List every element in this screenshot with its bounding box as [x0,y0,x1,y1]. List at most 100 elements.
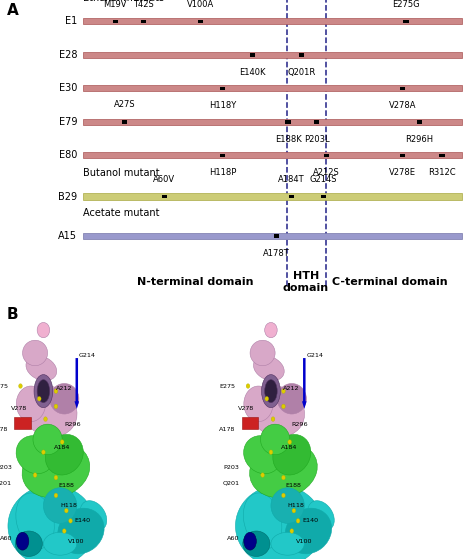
Ellipse shape [54,493,58,498]
Text: B29: B29 [58,192,77,201]
Ellipse shape [292,508,296,513]
Ellipse shape [244,435,282,473]
Bar [321,195,326,198]
Text: G214: G214 [79,353,96,358]
Ellipse shape [277,383,306,414]
Ellipse shape [26,356,57,381]
Ellipse shape [8,485,96,559]
Ellipse shape [16,435,54,473]
Text: A178T: A178T [263,249,290,258]
Bar [324,154,329,157]
Text: R312C: R312C [428,168,456,177]
Ellipse shape [42,450,46,454]
Ellipse shape [288,440,292,444]
Ellipse shape [244,386,273,421]
Ellipse shape [33,424,62,454]
Text: A178: A178 [0,427,8,432]
Bar [274,234,279,238]
Text: A: A [7,3,19,18]
Ellipse shape [236,485,323,559]
Text: V278: V278 [10,406,27,411]
Text: E188: E188 [58,483,74,488]
Bar [285,120,291,124]
Text: V100A: V100A [187,0,214,8]
Ellipse shape [271,532,304,555]
Text: V278E: V278E [389,168,416,177]
Bar [83,52,462,58]
Ellipse shape [250,442,317,498]
Text: E28: E28 [59,50,77,60]
Text: N-terminal domain: N-terminal domain [137,277,253,287]
Ellipse shape [58,508,104,554]
Text: P203L: P203L [304,135,329,144]
Bar [198,20,203,23]
Text: E79: E79 [59,117,77,127]
Ellipse shape [262,375,280,408]
Ellipse shape [243,493,282,549]
Text: Q201: Q201 [0,480,12,485]
Bar [289,195,294,198]
Ellipse shape [244,532,256,550]
Ellipse shape [33,473,37,477]
Text: A178: A178 [219,427,236,432]
Text: H118Y: H118Y [209,101,236,110]
Ellipse shape [69,519,73,523]
Bar [83,233,462,239]
Bar [141,20,146,23]
Ellipse shape [63,529,66,533]
Bar [299,53,304,56]
Text: V100: V100 [68,539,85,544]
Ellipse shape [15,531,42,556]
Bar [439,154,445,157]
Ellipse shape [261,424,290,454]
Bar [83,86,462,92]
FancyArrow shape [74,358,79,409]
Text: H118: H118 [288,503,304,508]
Text: HTH
domain: HTH domain [283,271,329,292]
Ellipse shape [264,323,277,338]
Bar [220,154,225,157]
Text: A184T: A184T [278,175,305,184]
Ellipse shape [290,529,294,533]
Text: A212S: A212S [313,168,340,177]
Text: E275G: E275G [392,0,420,8]
Text: Q201: Q201 [222,480,240,485]
Ellipse shape [250,386,304,437]
Ellipse shape [265,396,269,401]
Bar [83,153,462,158]
Ellipse shape [64,508,68,513]
Text: E140: E140 [302,518,319,523]
Ellipse shape [243,531,270,556]
Text: V100: V100 [296,539,312,544]
Text: V278: V278 [238,406,254,411]
Text: C-terminal domain: C-terminal domain [332,277,448,287]
Ellipse shape [80,501,107,531]
Text: H118: H118 [60,503,77,508]
Bar [403,20,409,23]
Text: P203: P203 [224,465,240,470]
Ellipse shape [269,450,273,454]
Text: R296H: R296H [406,135,434,144]
Ellipse shape [37,396,41,401]
Ellipse shape [282,404,285,409]
Text: E30: E30 [59,83,77,93]
Ellipse shape [16,386,46,421]
Text: T42S: T42S [133,0,154,8]
Ellipse shape [254,356,284,381]
Text: A60: A60 [0,536,12,541]
Bar [220,87,225,90]
Bar [122,120,127,124]
Ellipse shape [16,493,55,549]
Text: Acetate mutant: Acetate mutant [83,208,159,218]
Ellipse shape [60,440,64,444]
Bar [417,120,422,124]
Text: E140K: E140K [239,68,266,77]
Ellipse shape [271,488,304,523]
FancyArrow shape [302,358,307,409]
Text: G214S: G214S [310,175,337,184]
Ellipse shape [22,442,90,498]
Ellipse shape [46,434,83,475]
Bar [112,20,118,23]
Bar [314,120,319,124]
Text: M19V: M19V [103,0,127,8]
